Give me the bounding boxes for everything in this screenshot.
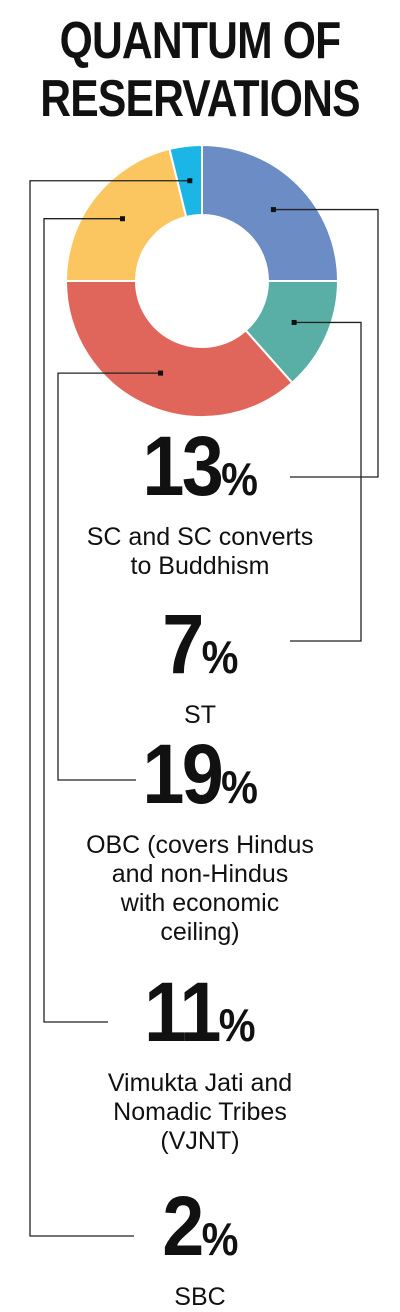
leader-dot-st [291, 319, 297, 325]
category-label-line: SBC [174, 1283, 226, 1311]
percent-sign: % [201, 1213, 239, 1265]
donut-slice-obc [64, 280, 294, 418]
leader-dot-vjnt [119, 216, 125, 222]
category-label: SBC [30, 1283, 370, 1312]
chart-title-line-1: QUANTUM OF [59, 12, 342, 70]
category-label-line: Vimukta Jati and [107, 1069, 293, 1097]
legend-entry-obc: 19% OBC (covers Hindus and non-Hindus wi… [30, 732, 370, 947]
percent-sign: % [220, 761, 258, 813]
leader-line-vjnt [43, 218, 123, 1023]
legend-entry-sbc: 2% SBC [30, 1184, 370, 1312]
category-label: ST [30, 701, 370, 730]
value-number: 19 [142, 727, 223, 821]
value-label: 13% [142, 424, 258, 521]
category-label-line: SC and SC converts [86, 523, 314, 551]
category-label-line: with economic [120, 889, 280, 917]
value-number: 13 [142, 419, 223, 513]
category-label-line: OBC (covers Hindus [86, 831, 314, 859]
leader-line-st [290, 321, 362, 642]
value-label: 2% [162, 1184, 238, 1281]
leader-line-sbc [29, 180, 190, 1237]
category-label: OBC (covers Hindus and non-Hindus with e… [30, 831, 370, 947]
percent-sign: % [201, 631, 239, 683]
leader-dot-sbc [187, 178, 193, 184]
value-number: 7 [161, 597, 204, 691]
donut-slice-vjnt [64, 147, 188, 282]
category-label-line: ceiling) [160, 918, 240, 946]
leader-dot-obc [158, 370, 164, 376]
category-label-line: Nomadic Tribes [113, 1098, 287, 1126]
value-label: 19% [142, 732, 258, 829]
category-label-line: ST [184, 701, 216, 729]
category-label-line: to Buddhism [130, 552, 270, 580]
value-label: 11% [144, 970, 255, 1067]
chart-title-line-2: RESERVATIONS [40, 70, 360, 128]
percent-sign: % [218, 999, 256, 1051]
leader-dot-sc [270, 207, 276, 213]
leader-line-sc [273, 208, 379, 478]
legend-entry-vjnt: 11% Vimukta Jati and Nomadic Tribes (VJN… [30, 970, 370, 1156]
donut-slice-sc [201, 143, 340, 282]
value-number: 11 [144, 965, 221, 1059]
leader-line-obc [57, 372, 161, 781]
legend-entry-sc: 13% SC and SC converts to Buddhism [30, 424, 370, 581]
category-label: SC and SC converts to Buddhism [30, 523, 370, 581]
category-label-line: (VJNT) [160, 1127, 240, 1155]
value-label: 7% [162, 602, 238, 699]
legend-entry-st: 7% ST [30, 602, 370, 730]
value-number: 2 [161, 1179, 204, 1273]
percent-sign: % [220, 453, 258, 505]
category-label: Vimukta Jati and Nomadic Tribes (VJNT) [30, 1069, 370, 1156]
category-label-line: and non-Hindus [111, 860, 289, 888]
